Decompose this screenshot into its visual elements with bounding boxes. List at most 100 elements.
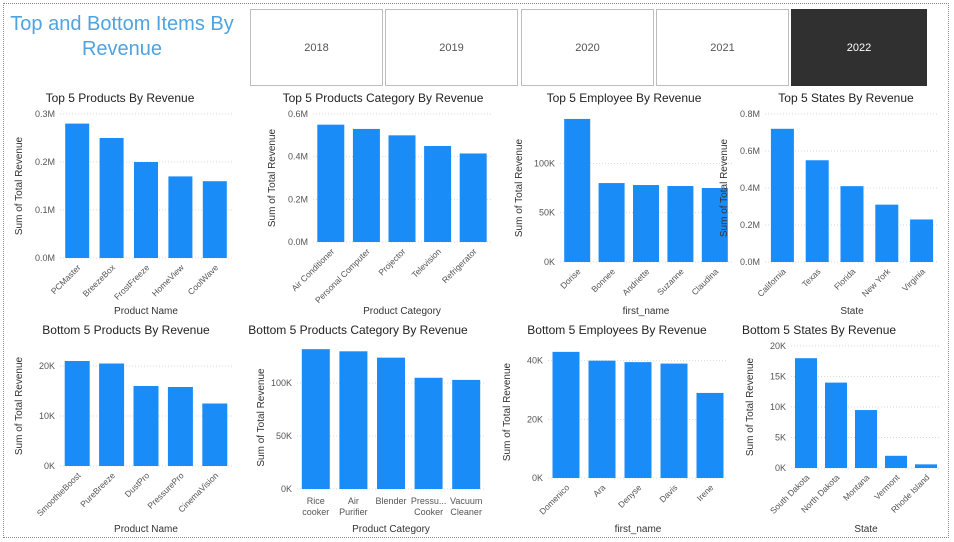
y-tick-label: 20K [39,361,55,371]
y-tick-label: 100K [534,158,555,168]
top-products-chart: Top 5 Products By Revenue 0.0M 0.1M 0.2M 0.3… [14,91,232,317]
y-tick-label: 15K [770,372,786,382]
y-tick-label: 10K [770,402,786,412]
bar[interactable] [414,377,443,489]
bottom-states-chart: Bottom 5 States By Revenue 0K 5K 10K 15K 20K S… [742,323,941,535]
y-tick-label: 0.4M [740,183,760,193]
bar[interactable] [770,128,794,262]
bar[interactable] [588,360,616,478]
bar[interactable] [696,392,724,478]
y-tick-label: 0K [775,463,786,473]
x-axis-label: State [840,306,864,317]
year-slicer-2020[interactable]: 2020 [521,9,654,86]
x-tick-label: BreezeBox [81,262,118,299]
bar[interactable] [388,135,416,242]
bar[interactable] [65,123,90,258]
y-tick-label: 0.4M [288,152,308,162]
bar[interactable] [885,455,907,468]
y-axis-label: Sum of Total Revenue [14,356,25,455]
y-tick-label: 0.2M [35,157,55,167]
bar[interactable] [339,351,368,489]
bar[interactable] [167,387,193,466]
bar[interactable] [825,382,847,468]
x-tick-label: DustPro [123,470,152,499]
year-slicer-2021[interactable]: 2021 [656,9,789,86]
x-tick-label: Purifier [339,507,368,517]
x-tick-label: SmoothieBoost [35,470,83,518]
y-axis-label: Sum of Total Revenue [267,128,278,227]
bar[interactable] [168,176,193,258]
bar[interactable] [424,146,452,242]
page-title: Top and Bottom Items By Revenue [10,13,234,60]
bar[interactable] [701,188,728,262]
dashboard-frame [3,3,949,538]
bar[interactable] [805,160,829,262]
y-tick-label: 0K [532,473,543,483]
x-tick-label: Dorise [558,266,583,291]
bottom-categories-chart: Bottom 5 Products Category By Revenue 0K 5… [248,323,485,535]
bar[interactable] [598,183,625,262]
bar[interactable] [133,386,159,466]
x-tick-label: Claudina [689,266,720,297]
y-tick-label: 20K [770,341,786,351]
bar[interactable] [552,351,580,478]
bar[interactable] [352,128,380,242]
year-slicer-2018[interactable]: 2018 [250,9,383,86]
bar[interactable] [452,379,481,489]
chart-title: Bottom 5 Employees By Revenue [527,323,707,337]
y-tick-label: 5K [775,433,786,443]
bar[interactable] [564,118,591,262]
year-slicer-2019[interactable]: 2019 [385,9,518,86]
y-axis-label: Sum of Total Revenue [719,138,730,237]
bar[interactable] [134,162,158,258]
bar[interactable] [64,361,90,466]
bar[interactable] [875,204,899,262]
y-tick-label: 0.6M [740,146,760,156]
x-tick-label: Vermont [872,472,902,502]
x-tick-label: Suzanne [655,266,686,297]
bar[interactable] [301,349,330,489]
x-tick-label: Montana [841,472,872,503]
bar[interactable] [377,357,405,489]
bar[interactable] [202,181,227,258]
bar[interactable] [99,138,124,258]
x-tick-label: Irene [695,482,716,503]
year-slicer-2022[interactable]: 2022 [791,9,927,86]
y-tick-label: 100K [271,378,292,388]
bar[interactable] [660,363,688,478]
x-tick-label: Blender [375,496,406,506]
bar[interactable] [99,363,125,467]
y-tick-label: 0.3M [35,109,55,119]
x-tick-label: PCMaster [49,262,83,296]
x-tick-label: Projector [376,246,407,277]
bar[interactable] [840,186,864,262]
bar[interactable] [633,185,659,262]
x-axis-label: Product Name [114,306,178,317]
x-tick-label: Cleaner [450,507,482,517]
bar[interactable] [910,219,934,262]
bar[interactable] [624,362,652,478]
bar[interactable] [795,358,817,468]
x-tick-label: Pressu... [411,496,447,506]
x-axis-label: Product Category [352,524,430,535]
bar[interactable] [915,464,937,468]
x-tick-label: Ara [591,482,608,499]
x-axis-label: first_name [623,306,670,317]
y-tick-label: 0.0M [35,253,55,263]
chart-title: Top 5 States By Revenue [778,91,914,105]
y-tick-label: 0.0M [288,237,308,247]
bar[interactable] [317,124,345,242]
bar[interactable] [667,186,694,262]
x-tick-label: Davis [657,482,679,504]
y-axis-label: Sum of Total Revenue [14,136,25,235]
bar[interactable] [459,153,487,242]
y-axis-label: Sum of Total Revenue [502,362,513,461]
y-tick-label: 50K [276,431,292,441]
x-tick-label: New York [860,266,893,299]
chart-title: Bottom 5 States By Revenue [742,323,896,337]
x-axis-label: State [854,524,878,535]
bar[interactable] [202,403,228,467]
x-tick-label: cooker [302,507,329,517]
bar[interactable] [855,410,877,468]
x-tick-label: Texas [800,266,823,289]
